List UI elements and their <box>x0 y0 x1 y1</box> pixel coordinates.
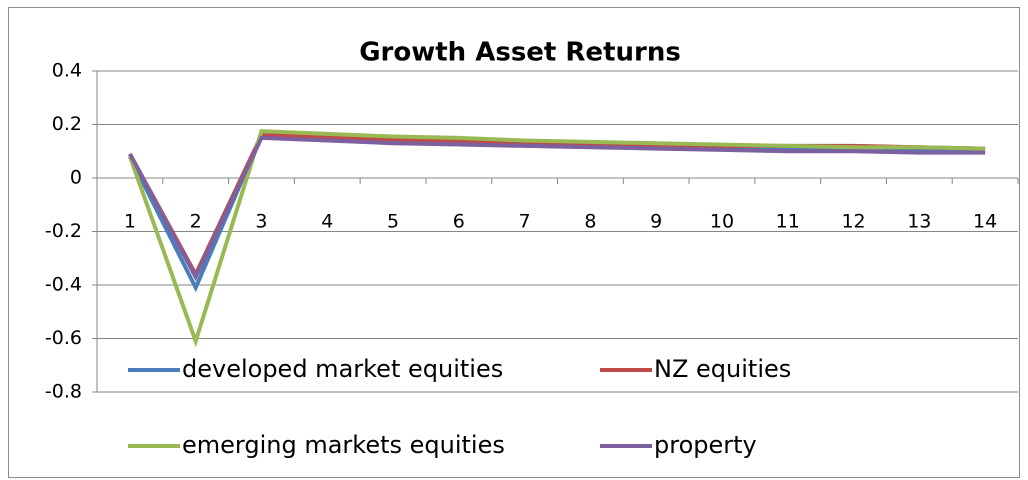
x-tick-label: 10 <box>710 211 734 233</box>
x-tick-label: 3 <box>255 211 267 233</box>
y-tick-label: 0.4 <box>52 60 82 82</box>
x-tick-label: 12 <box>841 211 865 233</box>
y-tick-label: 0.2 <box>52 113 82 135</box>
legend-label: emerging markets equities <box>182 431 505 459</box>
x-tick-label: 11 <box>776 211 800 233</box>
chart-title: Growth Asset Returns <box>359 38 681 68</box>
legend-label: NZ equities <box>654 355 791 383</box>
x-tick-label: 9 <box>650 211 662 233</box>
series-line <box>128 129 986 348</box>
x-tick-label: 8 <box>584 211 596 233</box>
y-tick-label: -0.2 <box>45 220 82 242</box>
legend-label: developed market equities <box>182 355 503 383</box>
x-tick-label: 7 <box>519 211 531 233</box>
series-line <box>128 135 986 282</box>
y-tick-label: -0.8 <box>45 381 82 403</box>
x-tick-label: 13 <box>907 211 931 233</box>
legend-label: property <box>654 431 757 459</box>
x-tick-label: 14 <box>973 211 997 233</box>
x-tick-label: 1 <box>124 211 136 233</box>
x-tick-label: 2 <box>190 211 202 233</box>
x-tick-label: 5 <box>387 211 399 233</box>
x-tick-label: 6 <box>453 211 465 233</box>
y-tick-label: -0.6 <box>45 327 82 349</box>
y-tick-label: -0.4 <box>45 274 82 296</box>
x-tick-label: 4 <box>321 211 333 233</box>
y-tick-label: 0 <box>70 167 82 189</box>
